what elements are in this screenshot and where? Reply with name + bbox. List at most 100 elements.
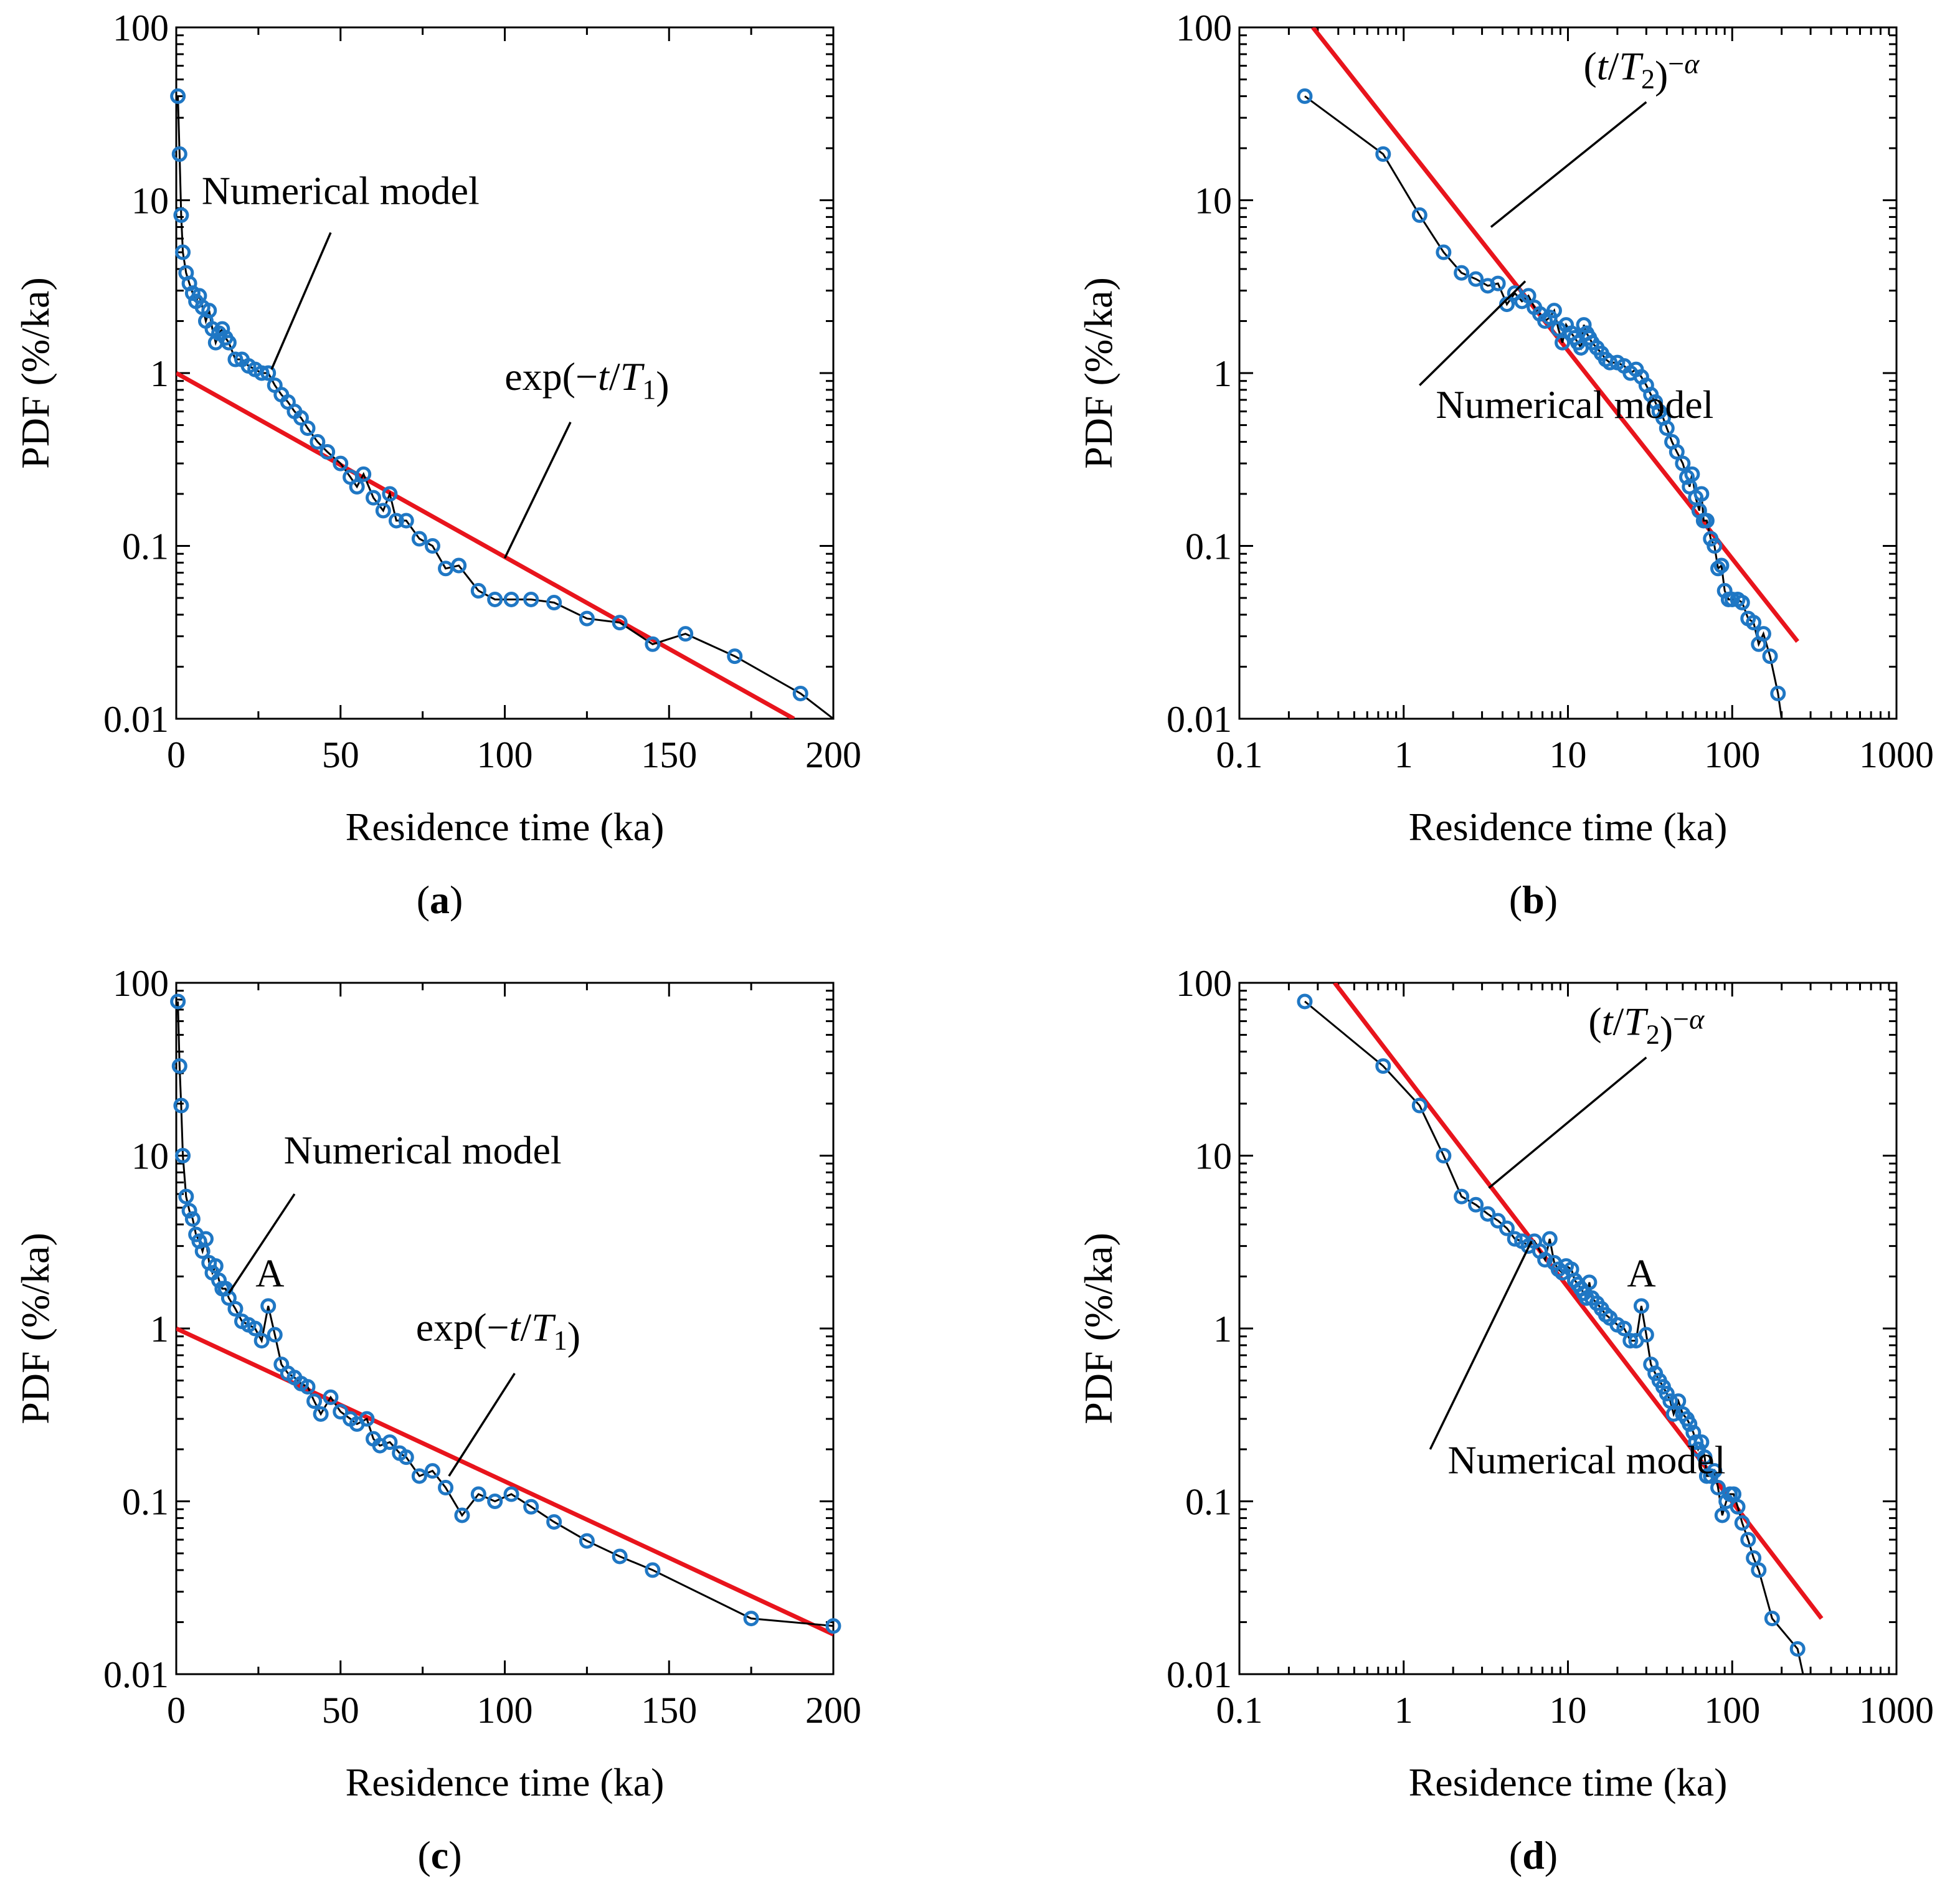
data-point: [1693, 486, 1710, 502]
data-point: [645, 636, 661, 652]
data-point: [1770, 685, 1786, 701]
data-point: [727, 648, 743, 665]
y-tick-label: 100: [113, 7, 169, 49]
data-point: [1480, 278, 1496, 294]
y-tick-label: 0.01: [1167, 1654, 1232, 1695]
data-point: [470, 583, 486, 599]
x-axis-title: Residence time (ka): [346, 805, 665, 849]
x-tick-label: 10: [1550, 734, 1587, 775]
panel-letter: c: [431, 1833, 448, 1877]
x-axis: 0 50 100 150 200: [167, 27, 861, 775]
data-point: [300, 420, 316, 436]
panel-label: (c): [417, 1833, 462, 1877]
x-axis-title: Residence time (ka): [1409, 805, 1728, 849]
data-point: [454, 1507, 470, 1523]
y-tick-label: 1: [1213, 353, 1232, 394]
y-tick-label: 1: [150, 1309, 169, 1350]
x-tick-label: 200: [805, 734, 861, 775]
y-tick-label: 0.1: [1185, 1482, 1232, 1523]
data-point: [1490, 275, 1506, 291]
y-tick-label: 1: [150, 353, 169, 394]
y-tick-label: 0.1: [122, 526, 169, 567]
x-tick-label: 100: [1704, 734, 1760, 775]
x-axis: 0.1 1 10 100 1000: [1216, 983, 1934, 1731]
data-point: [1755, 626, 1771, 642]
data-point: [1789, 1641, 1806, 1657]
annotation-label: Numerical model: [1436, 382, 1713, 427]
x-axis: 0.1 1 10 100 1000: [1216, 27, 1934, 775]
annotation-label: A: [1627, 1251, 1655, 1295]
data-point: [300, 1379, 316, 1395]
data-point: [388, 513, 404, 529]
data-point: [438, 1480, 454, 1496]
data-point: [1297, 88, 1313, 104]
x-tick-label: 100: [477, 1690, 533, 1731]
data-point: [1633, 1298, 1649, 1314]
data-point: [792, 685, 808, 701]
data-point: [523, 591, 539, 607]
data-point: [1555, 334, 1571, 351]
data-point: [398, 1449, 414, 1466]
data-point: [523, 1499, 539, 1515]
plot-frame: [1238, 26, 1898, 720]
data-point: [1669, 444, 1685, 460]
data-point: [1716, 583, 1733, 599]
data-point: [612, 615, 628, 631]
data-point: [1622, 1333, 1639, 1349]
data-point: [1411, 207, 1427, 223]
data-point: [1684, 466, 1700, 482]
data-point: [175, 244, 191, 260]
series-numerical-model: [1297, 88, 1786, 719]
x-tick-label: 1000: [1859, 1690, 1934, 1731]
y-tick-label: 10: [131, 1136, 169, 1177]
annotation-label: (t/T2)−α: [1588, 1000, 1705, 1053]
data-point: [171, 1058, 187, 1074]
data-point: [207, 1258, 224, 1274]
annotation-leader: [1490, 101, 1647, 228]
data-point: [349, 478, 365, 495]
data-point: [323, 1389, 339, 1405]
data-point: [1675, 455, 1691, 471]
y-tick-label: 10: [131, 181, 169, 222]
data-point: [1746, 615, 1762, 631]
annotation-leader: [503, 422, 572, 559]
data-point: [424, 538, 440, 554]
data-point: [1454, 265, 1470, 281]
data-point: [356, 466, 372, 482]
data-point: [487, 591, 503, 607]
x-tick-label: 150: [641, 734, 697, 775]
y-tick-label: 1: [1213, 1309, 1232, 1350]
data-point: [1659, 1386, 1675, 1402]
data-point: [1751, 1562, 1767, 1578]
y-tick-label: 0.1: [122, 1482, 169, 1523]
data-point: [1468, 1196, 1484, 1213]
data-point: [247, 1320, 263, 1337]
data-point: [175, 1148, 191, 1163]
data-point: [1697, 1449, 1713, 1466]
data-point: [1507, 1231, 1523, 1247]
data-point: [546, 594, 562, 610]
series-line: [177, 1001, 833, 1627]
series-numerical-model: [170, 993, 841, 1634]
data-point: [1541, 1231, 1558, 1247]
data-point: [214, 321, 230, 337]
data-point: [1616, 1320, 1632, 1337]
data-point: [1468, 271, 1484, 287]
data-point: [1685, 1424, 1702, 1441]
x-tick-label: 0: [167, 1690, 186, 1731]
data-point: [359, 1411, 375, 1427]
x-tick-label: 0: [167, 734, 186, 775]
data-point: [197, 1231, 214, 1247]
data-point: [1581, 1274, 1598, 1290]
data-point: [1480, 1206, 1496, 1222]
data-point: [170, 993, 186, 1010]
data-point: [1762, 648, 1778, 665]
fit-line: [176, 371, 795, 719]
x-tick-label: 1000: [1859, 734, 1934, 775]
data-point: [411, 531, 427, 547]
data-point: [1730, 1499, 1746, 1515]
data-point: [1713, 557, 1730, 574]
data-point: [333, 1404, 349, 1420]
data-point: [1436, 244, 1452, 260]
x-tick-label: 50: [322, 734, 359, 775]
